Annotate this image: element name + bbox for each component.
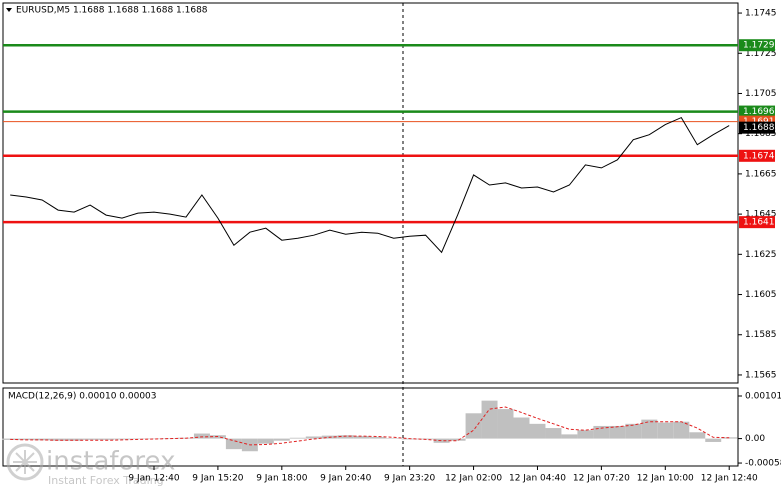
y-tick-label: -0.00058	[745, 459, 781, 469]
macd-bar	[657, 422, 674, 439]
macd-bar	[257, 438, 274, 444]
macd-bar	[625, 423, 642, 439]
macd-bar	[641, 419, 658, 439]
macd-bar	[225, 438, 242, 450]
macd-bar	[289, 437, 306, 439]
macd-bar	[305, 436, 322, 439]
x-tick-label: 12 Jan 12:40	[701, 474, 758, 484]
macd-bar	[577, 430, 594, 439]
y-tick-label: 1.1665	[745, 169, 777, 179]
level-label: 1.1696	[743, 107, 775, 117]
watermark-logo-rays	[13, 450, 37, 474]
x-tick-label: 12 Jan 10:00	[637, 474, 694, 484]
y-tick-label: 1.1725	[745, 49, 777, 59]
last-price-box	[739, 121, 775, 134]
x-tick-label: 12 Jan 04:40	[509, 474, 566, 484]
level-label-box	[739, 39, 775, 52]
level-label: 1.1729	[743, 41, 775, 51]
last-price-label: 1.1688	[743, 123, 775, 133]
y-tick-label: 1.1605	[745, 290, 777, 300]
macd-bar	[609, 425, 626, 439]
macd-bar	[369, 436, 386, 439]
macd-bar	[66, 438, 83, 441]
macd-bar	[130, 438, 147, 440]
level-label: 1.1674	[743, 151, 775, 161]
y-tick-label: 1.1705	[745, 89, 777, 99]
watermark: instaforex Instant Forex Trading	[6, 443, 175, 487]
watermark-logo	[6, 443, 44, 481]
level-label-box	[739, 216, 775, 229]
macd-bar	[689, 432, 706, 439]
macd-panel	[2, 387, 739, 467]
y-tick-label: 1.1565	[745, 370, 777, 380]
y-tick-label: 0.00	[745, 434, 765, 444]
macd-bar	[481, 400, 498, 439]
x-tick-label: 9 Jan 12:40	[128, 474, 180, 484]
y-tick-label: 1.1745	[745, 9, 777, 19]
x-tick-label: 12 Jan 02:00	[445, 474, 502, 484]
x-tick-label: 9 Jan 15:20	[192, 474, 244, 484]
macd-bar	[433, 438, 450, 443]
y-tick-label: 1.1685	[745, 129, 777, 139]
y-tick-label: 1.1645	[745, 210, 777, 220]
macd-bar	[146, 438, 162, 440]
macd-bar	[721, 437, 738, 439]
macd-bar	[705, 438, 722, 442]
macd-title: MACD(12,26,9) 0.00010 0.00003	[8, 392, 157, 402]
price-line	[10, 116, 730, 254]
menu-arrow	[6, 8, 12, 12]
macd-bar	[273, 438, 290, 441]
macd-bar	[114, 438, 131, 440]
macd-bar	[82, 438, 99, 440]
y-tick-label: 0.00101	[745, 392, 781, 402]
x-tick-label: 9 Jan 23:20	[384, 474, 436, 484]
macd-bar	[545, 428, 562, 439]
macd-bar	[161, 438, 178, 439]
macd-bar	[353, 436, 370, 439]
macd-bar	[2, 438, 19, 440]
macd-bar	[465, 413, 482, 439]
macd-bar	[98, 438, 115, 440]
watermark-tagline: Instant Forex Trading	[48, 474, 164, 487]
x-tick-label: 9 Jan 20:40	[320, 474, 372, 484]
price-panel	[2, 2, 739, 384]
watermark-brand: instaforex	[46, 447, 175, 477]
x-tick-label: 9 Jan 18:00	[256, 474, 308, 484]
x-tick-label: 12 Jan 07:20	[573, 474, 630, 484]
level-label-box	[739, 149, 775, 162]
macd-bar	[337, 435, 354, 439]
y-tick-label: 1.1585	[745, 330, 777, 340]
macd-bar	[50, 438, 67, 441]
macd-bar	[513, 417, 530, 439]
macd-bar	[561, 434, 578, 439]
signal-line	[10, 406, 730, 446]
macd-bar	[529, 423, 546, 439]
macd-bar	[385, 438, 402, 439]
macd-bar	[497, 409, 514, 439]
macd-bar	[193, 433, 210, 439]
macd-bar	[673, 421, 690, 439]
chart-title: EURUSD,M5 1.1688 1.1688 1.1688 1.1688	[16, 6, 208, 16]
level-label: 1.1641	[743, 218, 775, 228]
y-tick-label: 1.1625	[745, 250, 777, 260]
macd-bar	[449, 438, 466, 441]
macd-bar	[18, 438, 35, 440]
level-label-box	[739, 105, 775, 118]
